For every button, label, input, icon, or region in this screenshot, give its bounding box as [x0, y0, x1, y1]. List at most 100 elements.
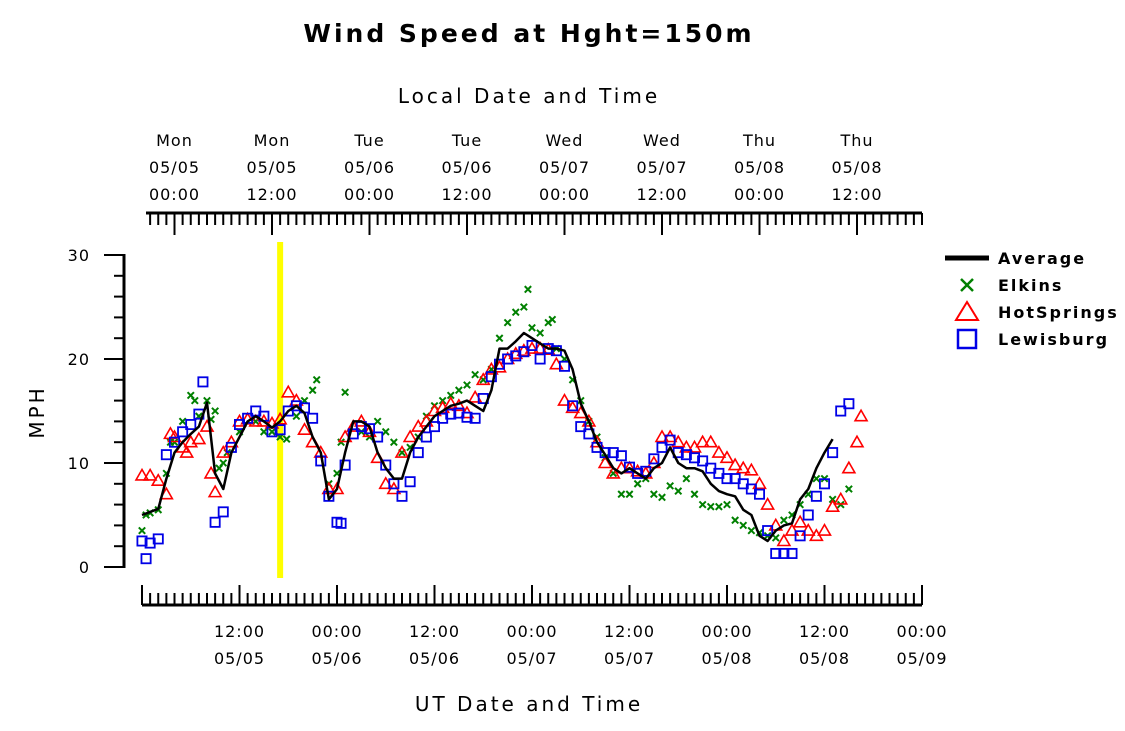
data-point [136, 535, 148, 547]
data-point [849, 434, 865, 448]
bottom-axis: 12:00 05/05 00:00 05/06 12:00 05/06 00:00 05/07… [141, 585, 947, 668]
data-point [706, 502, 715, 511]
data-point [690, 490, 699, 499]
data-point [633, 479, 642, 488]
data-point [274, 424, 286, 436]
top-tick-label: Mon [156, 131, 193, 150]
data-point [656, 441, 668, 453]
bottom-tick-label: 05/05 [214, 649, 265, 668]
data-point [152, 533, 164, 545]
data-point [674, 487, 683, 495]
data-point [666, 481, 675, 490]
data-point [800, 522, 816, 536]
data-point [519, 303, 528, 311]
legend-label: HotSprings [998, 303, 1119, 322]
data-point [695, 434, 711, 448]
data-point [622, 460, 637, 474]
data-point [341, 388, 350, 397]
data-point [589, 434, 605, 448]
data-point [443, 396, 459, 410]
data-point [698, 500, 707, 509]
data-point [565, 400, 581, 414]
data-point [682, 474, 691, 483]
bottom-tick-label: 05/06 [409, 649, 460, 668]
top-tick-label: 00:00 [734, 185, 785, 204]
data-point [373, 417, 382, 426]
data-point [179, 444, 195, 458]
data-point [471, 370, 480, 379]
data-point [290, 400, 302, 412]
marker-line-layer [277, 242, 284, 578]
data-point [536, 329, 545, 337]
data-point [339, 459, 351, 471]
data-point [394, 444, 410, 458]
data-point [524, 285, 532, 294]
data-point [233, 419, 245, 431]
data-point [223, 434, 239, 448]
bottom-tick-label: 12:00 [214, 622, 265, 641]
data-point [844, 485, 853, 493]
current-time-marker [277, 242, 284, 578]
data-point [557, 392, 572, 406]
data-point [779, 516, 788, 525]
data-point [463, 381, 471, 389]
data-point [528, 323, 536, 332]
top-tick-label: 12:00 [441, 185, 492, 204]
data-point [778, 547, 790, 559]
y-tick-label: 20 [68, 350, 90, 369]
top-tick-label: 00:00 [344, 185, 395, 204]
data-point [784, 522, 800, 536]
data-point [743, 462, 759, 476]
legend-label: Lewisburg [998, 330, 1109, 349]
data-point [771, 533, 780, 542]
data-point [503, 318, 512, 327]
top-tick-label: 05/07 [636, 158, 687, 177]
data-point [581, 413, 597, 427]
bottom-tick-label: 05/08 [701, 649, 752, 668]
data-point [731, 516, 740, 525]
data-point [502, 353, 514, 365]
data-point [819, 478, 831, 490]
data-point [292, 412, 301, 421]
chart-title: Wind Speed at Hght=150m [303, 19, 754, 48]
data-point [134, 467, 150, 481]
data-point [168, 436, 180, 448]
bottom-axis-title: UT Date and Time [415, 692, 643, 716]
data-point [735, 460, 751, 474]
legend: Average Elkins HotSprings Lewisburg [945, 249, 1119, 350]
data-point [841, 460, 857, 474]
data-point [575, 421, 587, 433]
data-point [485, 371, 497, 383]
data-point [142, 467, 158, 481]
data-point [658, 493, 666, 502]
top-tick-label: 05/05 [149, 158, 200, 177]
data-point [404, 476, 416, 488]
data-point [714, 502, 723, 511]
data-point [454, 386, 463, 395]
data-point [203, 396, 211, 405]
data-point [160, 449, 172, 461]
bottom-tick-label: 12:00 [409, 622, 460, 641]
data-point [786, 547, 798, 559]
data-point [217, 506, 229, 518]
top-tick-label: Thu [839, 131, 873, 150]
top-axis: Mon 05/05 00:00 Mon 05/05 12:00 Tue 05/06 00:00 T… [146, 131, 923, 235]
data-point [607, 447, 619, 459]
series-line [141, 331, 834, 543]
data-point [307, 412, 319, 424]
bottom-tick-label: 00:00 [701, 622, 752, 641]
data-point [680, 449, 692, 461]
data-point [259, 427, 268, 436]
top-tick-label: 12:00 [831, 185, 882, 204]
legend-swatch [954, 300, 980, 321]
top-tick-label: 05/05 [246, 158, 297, 177]
data-point [268, 427, 276, 436]
top-tick-label: 05/08 [734, 158, 785, 177]
data-point [363, 423, 375, 435]
data-point [335, 517, 347, 529]
top-tick-label: 12:00 [636, 185, 687, 204]
data-point [567, 400, 579, 412]
data-point [597, 455, 613, 469]
data-point [843, 398, 855, 410]
